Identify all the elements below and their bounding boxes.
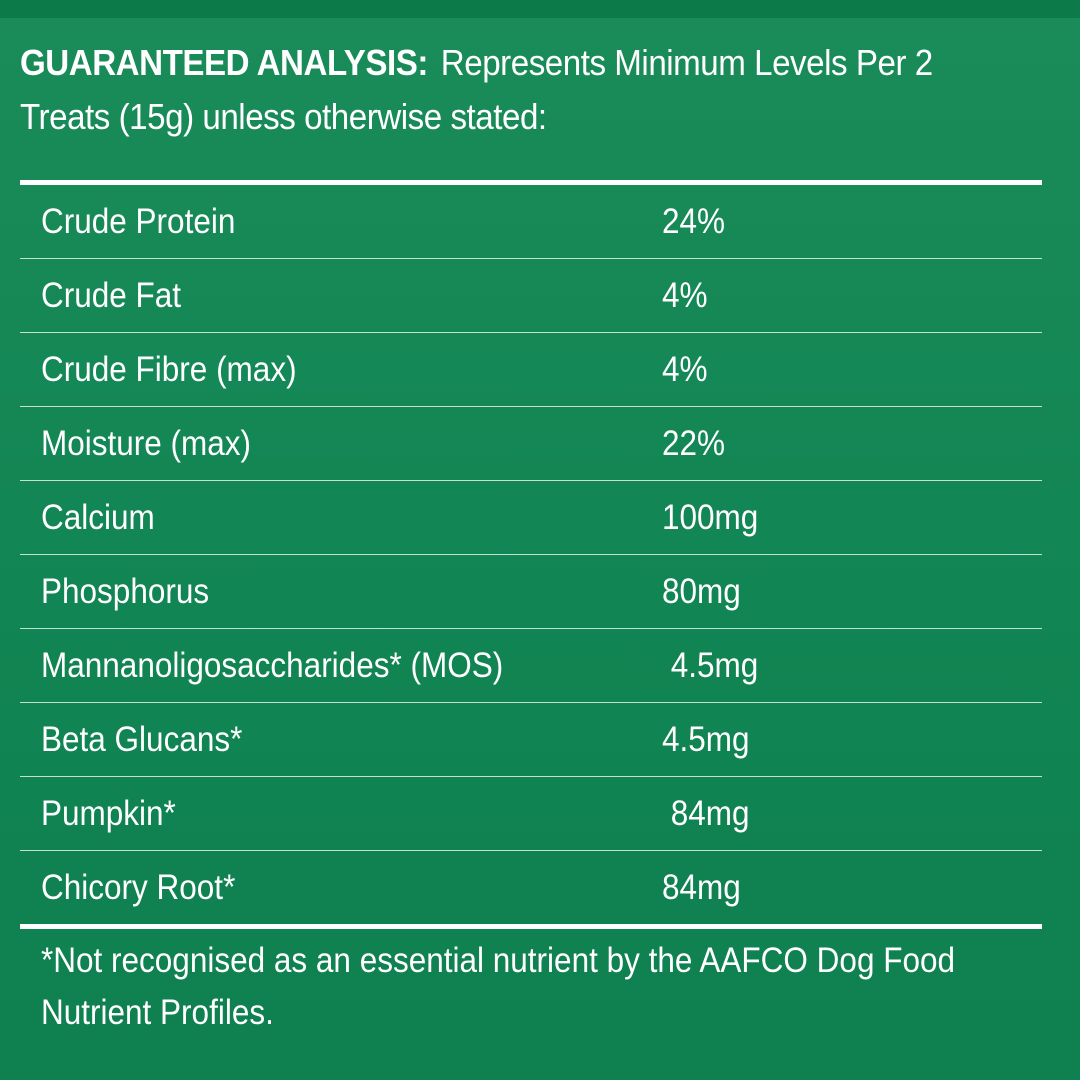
- nutrient-label: Mannanoligosaccharides* (MOS): [41, 646, 504, 685]
- footnote: *Not recognised as an essential nutrient…: [41, 935, 1031, 1039]
- table-row: Crude Fibre (max) 4%: [20, 333, 1042, 407]
- nutrient-value: 100mg: [662, 498, 759, 537]
- top-band: [0, 0, 1080, 18]
- nutrient-value: 84mg: [662, 868, 741, 907]
- analysis-header: GUARANTEED ANALYSIS: Represents Minimum L…: [20, 36, 1069, 144]
- table-row: Chicory Root* 84mg: [20, 851, 1042, 924]
- nutrient-label: Crude Fat: [41, 276, 182, 315]
- header-line-2: Treats (15g) unless otherwise stated:: [20, 96, 547, 137]
- table-row: Crude Protein 24%: [20, 185, 1042, 259]
- nutrient-value: 80mg: [662, 572, 741, 611]
- footnote-line-1: *Not recognised as an essential nutrient…: [41, 941, 956, 980]
- table-row: Crude Fat 4%: [20, 259, 1042, 333]
- table-row: Mannanoligosaccharides* (MOS) 4.5mg: [20, 629, 1042, 703]
- nutrient-value: 24%: [662, 202, 726, 241]
- nutrient-table: Crude Protein 24% Crude Fat 4% Crude Fib…: [20, 180, 1042, 929]
- nutrient-label: Phosphorus: [41, 572, 210, 611]
- footnote-line-2: Nutrient Profiles.: [41, 993, 274, 1032]
- nutrient-label: Beta Glucans*: [41, 720, 243, 759]
- nutrient-value: 4.5mg: [662, 720, 750, 759]
- nutrient-value: 22%: [662, 424, 726, 463]
- nutrient-label: Moisture (max): [41, 424, 252, 463]
- nutrient-value: 84mg: [662, 794, 750, 833]
- nutrient-value: 4%: [662, 350, 708, 389]
- table-row: Calcium 100mg: [20, 481, 1042, 555]
- header-line-1: GUARANTEED ANALYSIS: Represents Minimum L…: [20, 36, 1069, 90]
- table-row: Beta Glucans* 4.5mg: [20, 703, 1042, 777]
- header-subtitle: Represents Minimum Levels Per 2: [440, 42, 933, 83]
- nutrient-label: Chicory Root*: [41, 868, 236, 907]
- nutrient-label: Crude Protein: [41, 202, 236, 241]
- header-title: GUARANTEED ANALYSIS:: [20, 42, 428, 83]
- nutrient-value: 4%: [662, 276, 708, 315]
- table-row: Pumpkin* 84mg: [20, 777, 1042, 851]
- nutrient-value: 4.5mg: [662, 646, 759, 685]
- table-row: Phosphorus 80mg: [20, 555, 1042, 629]
- nutrient-label: Calcium: [41, 498, 155, 537]
- table-row: Moisture (max) 22%: [20, 407, 1042, 481]
- nutrient-label: Crude Fibre (max): [41, 350, 297, 389]
- nutrient-label: Pumpkin*: [41, 794, 176, 833]
